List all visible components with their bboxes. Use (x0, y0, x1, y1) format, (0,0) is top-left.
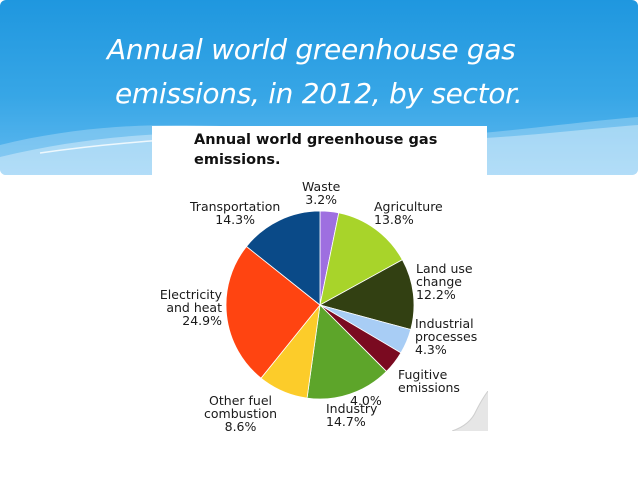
label-industrial-name-1: Industrial (415, 316, 474, 331)
page-curl-decoration (452, 391, 488, 431)
chart-panel: Annual world greenhouse gas emissions. W… (152, 126, 487, 446)
label-land-use-value: 12.2% (416, 287, 456, 302)
label-fugitive-name-1: Fugitive (398, 367, 448, 382)
label-land-use-name-2: change (416, 274, 463, 289)
label-waste: Waste 3.2% (302, 180, 340, 206)
label-fugitive: Fugitive emissions 4.0% (350, 367, 460, 407)
chart-title-line-1: Annual world greenhouse gas (194, 132, 438, 148)
label-fugitive-value: 4.0% (350, 393, 382, 408)
pie-slice-agriculture (319, 212, 403, 306)
slide-title-line-2: emissions, in 2012, by sector. (115, 77, 523, 110)
label-other-fuel-value: 8.6% (224, 419, 257, 434)
label-agriculture: Agriculture 13.8% (374, 200, 443, 226)
label-electricity-name-1: Electricity (159, 287, 222, 302)
pie-slice-land-use-change (318, 259, 415, 331)
label-land-use: Land use change 12.2% (416, 262, 473, 301)
label-agriculture-name: Agriculture (374, 199, 443, 214)
label-industry-value: 14.7% (326, 414, 366, 429)
label-other-fuel-name-1: Other fuel (209, 393, 272, 408)
label-other-fuel: Other fuel combustion 8.6% (204, 394, 277, 433)
slide-title-line-1: Annual world greenhouse gas (107, 33, 516, 66)
label-industry-name: Industry (326, 401, 378, 416)
label-industry: Industry 14.7% (326, 402, 377, 428)
slide-title: Annual world greenhouse gas emissions, i… (107, 28, 523, 116)
pie-slice-transportation (245, 210, 321, 306)
pie-chart (225, 210, 415, 400)
label-electricity: Electricity and heat 24.9% (156, 288, 222, 327)
pie-slice-electricity-and-heat (225, 245, 321, 379)
pie-slice-industry (306, 304, 388, 400)
label-fugitive-name-2: emissions (398, 380, 460, 395)
label-industrial: Industrial processes 4.3% (415, 317, 477, 356)
label-transportation-name: Transportation (190, 199, 281, 214)
label-electricity-name-2: and heat (166, 300, 222, 315)
label-agriculture-value: 13.8% (374, 212, 414, 227)
label-industrial-name-2: processes (415, 329, 478, 344)
label-waste-value: 3.2% (305, 192, 338, 207)
label-other-fuel-name-2: combustion (204, 406, 278, 421)
label-industrial-value: 4.3% (415, 342, 447, 357)
label-transportation-value: 14.3% (215, 212, 255, 227)
chart-title-line-2: emissions. (194, 152, 281, 168)
label-electricity-value: 24.9% (182, 313, 222, 328)
label-transportation: Transportation 14.3% (190, 200, 280, 226)
label-waste-name: Waste (302, 179, 341, 194)
label-land-use-name-1: Land use (416, 261, 473, 276)
chart-title: Annual world greenhouse gas emissions. (194, 130, 484, 170)
